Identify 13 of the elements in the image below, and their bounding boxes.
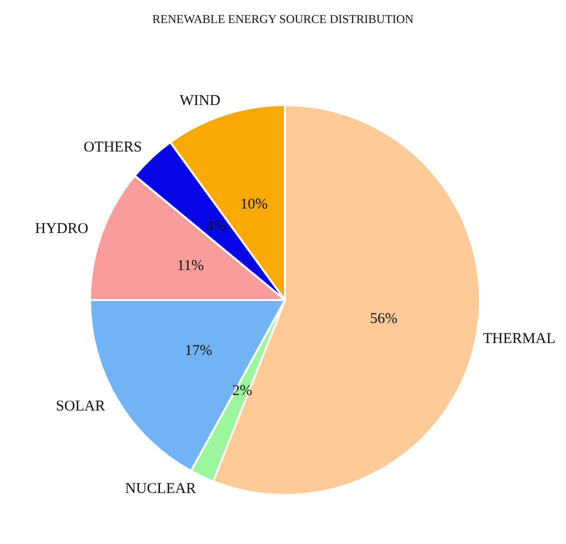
slice-label: WIND: [180, 93, 221, 110]
slice-label: HYDRO: [35, 221, 89, 238]
data-label: 17%: [184, 343, 212, 360]
data-label: 10%: [240, 196, 268, 212]
slice-label: OTHERS: [84, 140, 142, 156]
data-label: 56%: [370, 310, 398, 327]
data-label: 4%: [206, 218, 226, 235]
slice-label: NUCLEAR: [125, 481, 196, 498]
slice-label: SOLAR: [56, 398, 106, 414]
slice-label: THERMAL: [483, 331, 556, 348]
chart-title: RENEWABLE ENERGY SOURCE DISTRIBUTION: [152, 12, 414, 26]
data-label: 11%: [176, 258, 204, 274]
data-label: 2%: [232, 382, 252, 399]
